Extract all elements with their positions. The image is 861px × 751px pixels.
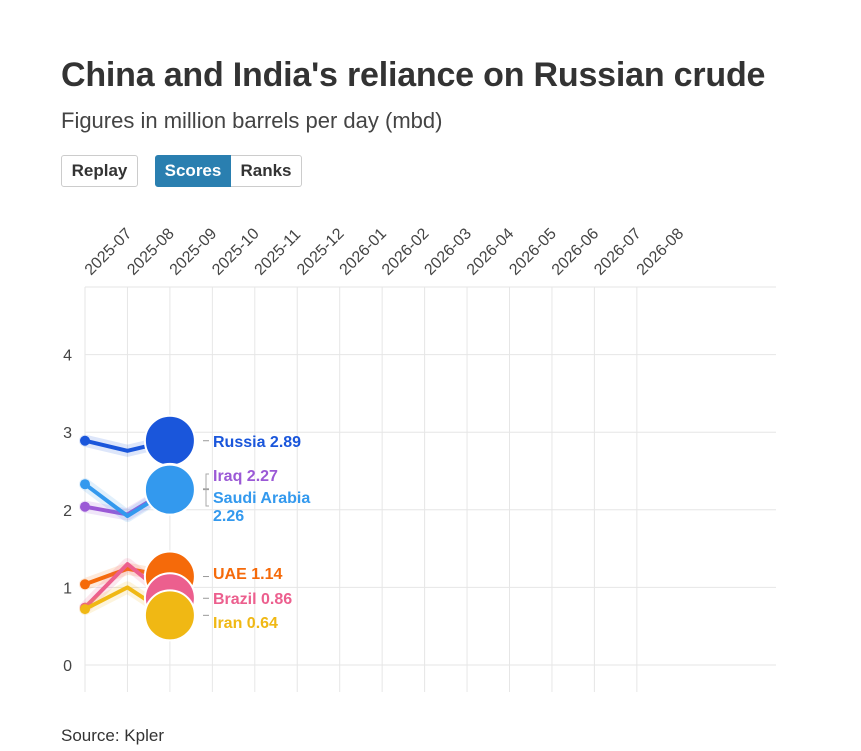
series-end-bubble — [143, 589, 196, 642]
scores-button[interactable]: Scores — [155, 155, 231, 187]
series-label: Russia 2.89 — [213, 434, 301, 451]
chart-subtitle: Figures in million barrels per day (mbd) — [61, 108, 443, 133]
x-tick-label: 2026-08 — [634, 225, 688, 279]
series-start-point — [80, 435, 90, 446]
y-tick-label: 0 — [63, 658, 72, 675]
y-tick-label: 2 — [63, 503, 72, 520]
y-tick-label: 1 — [63, 580, 72, 597]
x-tick-label: 2025-11 — [252, 226, 305, 279]
chart-title: China and India's reliance on Russian cr… — [61, 56, 766, 94]
y-axis-ticks: 0 1 2 3 4 — [63, 348, 72, 675]
series-label: Iran 0.64 — [213, 615, 278, 632]
series-label: UAE 1.14 — [213, 566, 282, 583]
label-bracket — [205, 473, 209, 507]
series-lines — [79, 414, 196, 642]
series-start-point — [80, 501, 90, 512]
series-label-name: Saudi Arabia — [213, 490, 310, 507]
series-labels: Russia 2.89 Iraq 2.27 Saudi Arabia 2.26 UAE … — [203, 434, 310, 632]
y-tick-label: 4 — [63, 348, 72, 365]
series-start-point — [80, 579, 90, 590]
series-start-point — [80, 604, 90, 615]
source-note: Source: Kpler — [61, 726, 164, 745]
ranks-button[interactable]: Ranks — [231, 155, 302, 187]
y-tick-label: 3 — [63, 425, 72, 442]
grid-lines — [84, 286, 776, 692]
series-label-value: 2.26 — [213, 508, 244, 525]
series-start-point — [80, 479, 90, 490]
series-label: Brazil 0.86 — [213, 591, 292, 608]
x-axis-ticks: 2025-072025-082025-092025-102025-112025-… — [82, 225, 687, 279]
series-end-bubble — [143, 414, 196, 467]
replay-button[interactable]: Replay — [61, 155, 138, 187]
series-end-bubble — [143, 463, 196, 516]
series-label: Iraq 2.27 — [213, 468, 278, 485]
series-label: Saudi Arabia 2.26 — [213, 490, 310, 525]
